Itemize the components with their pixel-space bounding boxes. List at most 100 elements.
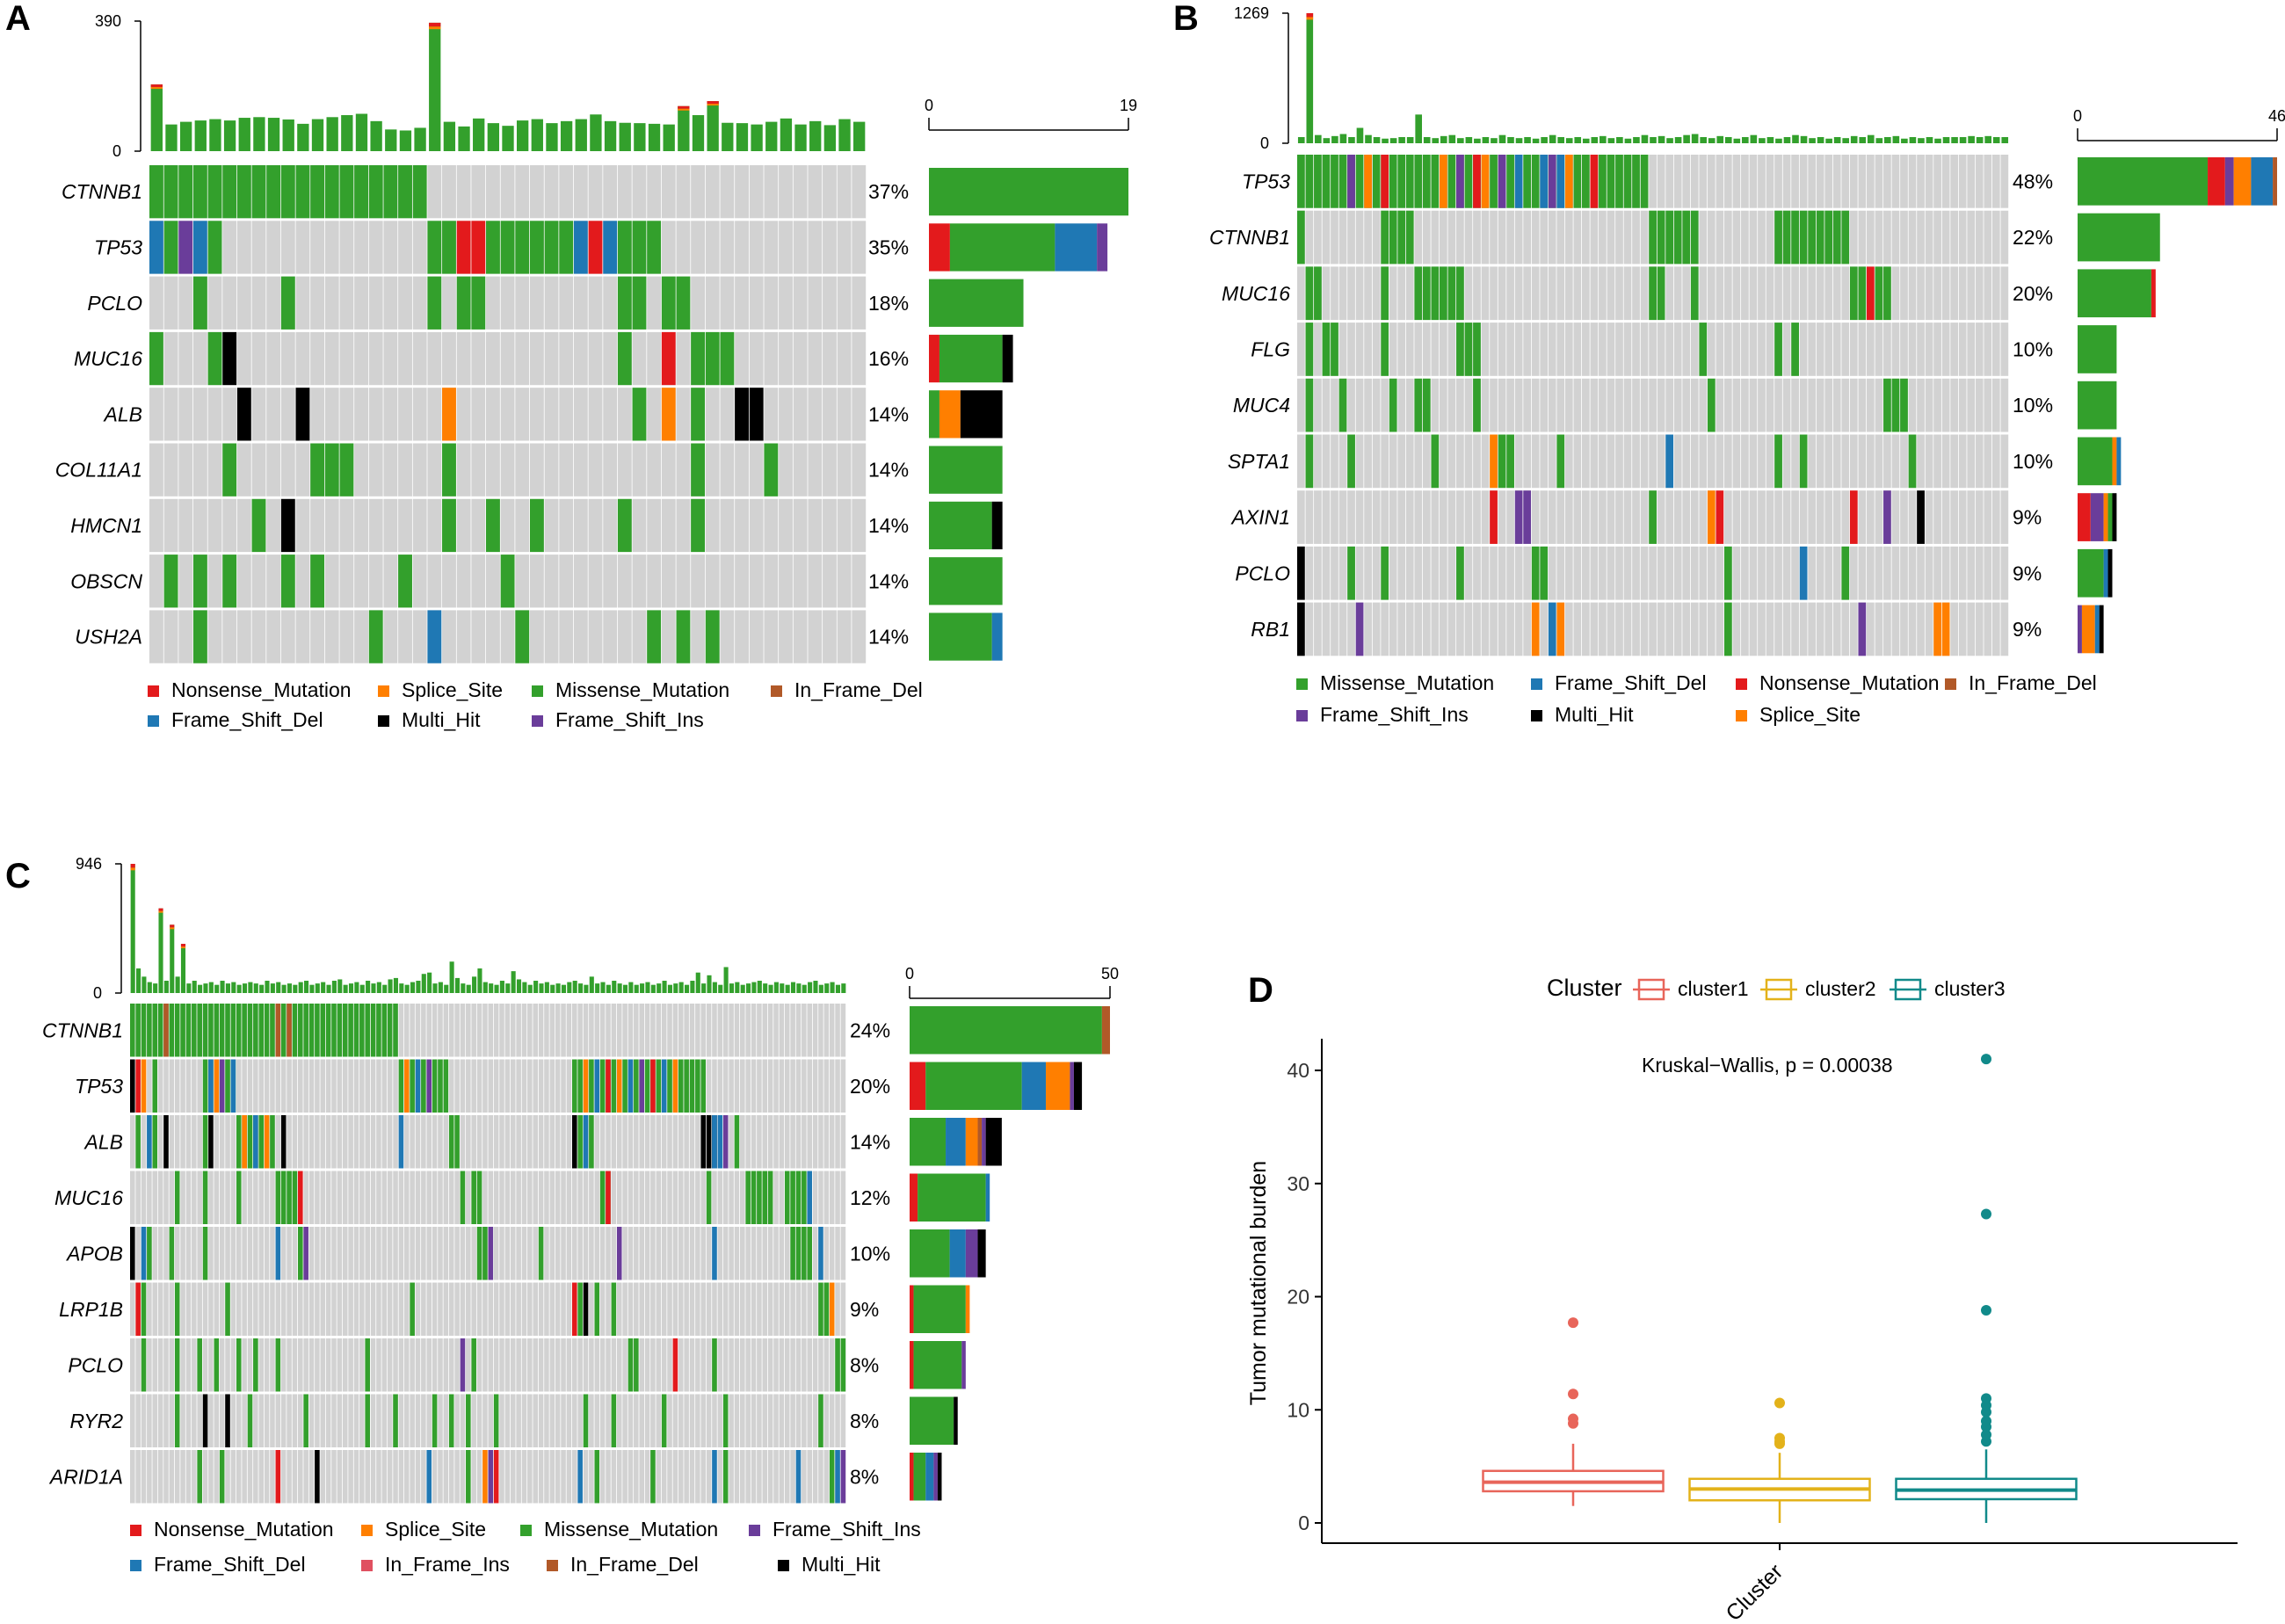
grid-cell [639, 1394, 644, 1447]
mutation-cell [1347, 434, 1355, 489]
grid-cell [1464, 490, 1473, 544]
grid-cell [236, 610, 251, 663]
gene-label: COL11A1 [55, 459, 142, 482]
grid-cell [1440, 434, 1447, 489]
mutation-cell [795, 1171, 802, 1224]
mutation-cell [1314, 266, 1322, 321]
legend-item: Missense_Mutation [532, 678, 729, 701]
grid-cell [852, 443, 867, 497]
tmb-bar [489, 983, 494, 993]
grid-cell [339, 276, 354, 330]
tmb-bar [416, 981, 421, 993]
mutation-cell [207, 165, 222, 219]
grid-cell [751, 1282, 757, 1336]
tmb-bar [404, 984, 410, 993]
grid-cell [784, 1115, 790, 1169]
grid-cell [208, 1338, 214, 1392]
grid-cell [493, 1338, 499, 1392]
grid-cell [242, 1282, 247, 1336]
grid-cell [287, 1282, 292, 1336]
grid-cell [762, 1059, 768, 1113]
grid-cell [1808, 546, 1817, 600]
mutation-cell [1573, 155, 1582, 208]
mutation-cell [280, 555, 295, 608]
mutation-cell [230, 1059, 236, 1113]
grid-cell [337, 1450, 343, 1504]
mutation-cell [222, 443, 237, 497]
grid-cell [1673, 434, 1682, 489]
grid-cell [230, 1227, 236, 1280]
grid-cell [315, 1059, 320, 1113]
grid-cell [808, 276, 823, 330]
grid-cell [398, 498, 412, 553]
mutation-cell [1799, 434, 1808, 489]
tmb-bar [438, 982, 443, 993]
grid-cell [348, 1115, 353, 1169]
mutation-cell [393, 1394, 398, 1447]
grid-cell [1490, 378, 1498, 432]
count-axis-max-label: 19 [1120, 97, 1137, 114]
grid-cell [180, 1338, 185, 1392]
grid-cell [1590, 546, 1599, 600]
grid-cell [1749, 602, 1758, 656]
grid-cell [460, 1394, 466, 1447]
grid-cell [264, 1171, 270, 1224]
grid-cell [1749, 323, 1758, 376]
mutation-cell [135, 1115, 141, 1169]
grid-cell [1305, 210, 1314, 265]
grid-cell [835, 1227, 840, 1280]
tmb-bar [2001, 137, 2009, 143]
grid-cell [387, 1394, 393, 1447]
grid-cell [521, 1171, 527, 1224]
grid-cell [749, 443, 764, 497]
grid-cell [426, 1004, 432, 1057]
grid-cell [387, 1227, 393, 1280]
grid-cell [1782, 378, 1791, 432]
tmb-bar [1951, 137, 1958, 143]
grid-cell [706, 1394, 712, 1447]
count-bar-segment [2112, 437, 2117, 486]
grid-cell [308, 1282, 315, 1336]
tmb-bar [341, 115, 353, 151]
outlier-point [1981, 1416, 1991, 1427]
grid-cell [1673, 155, 1682, 208]
grid-cell [790, 1338, 795, 1392]
mutation-cell [163, 1004, 169, 1057]
grid-cell [751, 1338, 757, 1392]
grid-cell [251, 388, 266, 441]
grid-cell [1573, 210, 1582, 265]
grid-cell [773, 1004, 779, 1057]
mutation-cell [471, 1338, 476, 1392]
gene-label: PCLO [68, 1353, 123, 1376]
grid-cell [207, 443, 222, 497]
grid-cell [1849, 323, 1858, 376]
grid-cell [555, 1059, 561, 1113]
tmb-bar-segment [707, 101, 719, 105]
grid-cell [691, 276, 706, 330]
mutation-cell [202, 1227, 208, 1280]
grid-cell [1690, 602, 1699, 656]
grid-cell [192, 1115, 197, 1169]
grid-cell [1548, 323, 1556, 376]
grid-cell [1364, 266, 1372, 321]
grid-cell [627, 1227, 634, 1280]
grid-cell [1908, 378, 1917, 432]
mutation-cell [152, 1059, 158, 1113]
grid-cell [141, 1171, 147, 1224]
gene-row-ctnnb1: CTNNB1 24% [42, 1004, 1110, 1057]
grid-cell [331, 1282, 337, 1336]
grid-cell [368, 388, 383, 441]
legend-item: Frame_Shift_Ins [532, 708, 704, 731]
grid-cell [337, 1394, 343, 1447]
grid-cell [533, 1282, 539, 1336]
mutation-cell [1841, 546, 1850, 600]
grid-cell [644, 1171, 650, 1224]
grid-cell [695, 1171, 700, 1224]
grid-cell [720, 276, 735, 330]
grid-cell [1431, 490, 1440, 544]
grid-cell [178, 443, 193, 497]
grid-cell [403, 1004, 410, 1057]
grid-cell [1799, 602, 1808, 656]
mutation-cell [1673, 210, 1682, 265]
grid-cell [1824, 602, 1833, 656]
